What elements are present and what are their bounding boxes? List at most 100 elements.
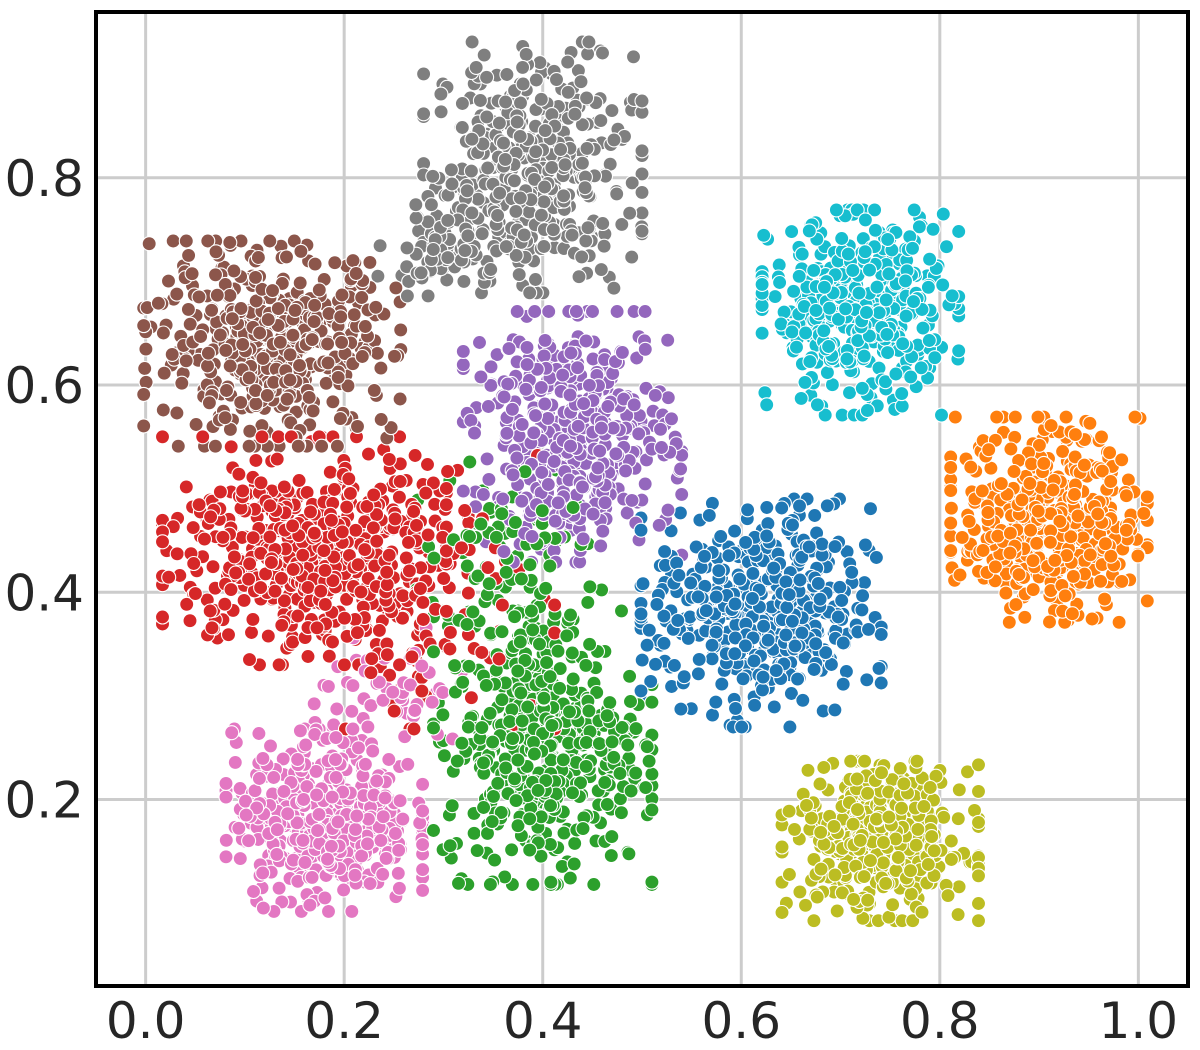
data-point bbox=[305, 403, 321, 419]
data-point bbox=[455, 343, 471, 359]
data-point bbox=[625, 49, 642, 65]
data-point bbox=[704, 651, 720, 667]
data-point bbox=[223, 582, 239, 598]
data-point bbox=[1031, 437, 1047, 453]
data-point bbox=[138, 341, 154, 357]
data-point bbox=[517, 652, 533, 669]
data-point bbox=[774, 500, 790, 516]
data-point bbox=[504, 842, 520, 858]
data-point bbox=[1118, 488, 1134, 504]
data-point bbox=[433, 104, 449, 120]
data-point bbox=[393, 322, 409, 338]
data-point bbox=[1007, 409, 1023, 425]
data-point bbox=[456, 273, 472, 289]
data-point bbox=[243, 624, 260, 641]
data-point bbox=[383, 420, 399, 436]
data-point bbox=[222, 234, 238, 251]
data-point bbox=[494, 692, 510, 708]
data-point bbox=[266, 769, 282, 786]
data-point bbox=[392, 391, 408, 407]
data-point bbox=[320, 336, 336, 352]
data-point bbox=[943, 500, 959, 516]
data-point bbox=[408, 517, 425, 533]
data-point bbox=[843, 753, 859, 769]
data-point bbox=[759, 528, 775, 544]
data-point bbox=[1111, 614, 1127, 630]
data-point bbox=[826, 818, 842, 834]
data-point bbox=[321, 648, 337, 664]
data-point bbox=[164, 346, 180, 362]
data-point bbox=[222, 287, 238, 304]
data-point bbox=[366, 487, 382, 503]
data-point bbox=[390, 865, 406, 881]
data-point bbox=[553, 141, 569, 158]
data-point bbox=[327, 752, 344, 768]
data-point bbox=[827, 702, 843, 718]
data-point bbox=[837, 301, 854, 317]
data-point bbox=[136, 418, 152, 434]
data-point bbox=[871, 305, 887, 321]
data-point bbox=[580, 594, 596, 610]
data-point bbox=[483, 359, 499, 375]
data-point bbox=[873, 626, 889, 643]
data-point bbox=[279, 391, 295, 407]
data-point bbox=[817, 407, 833, 423]
data-point bbox=[852, 832, 868, 848]
x-tick-label: 0.2 bbox=[304, 992, 384, 1050]
data-point bbox=[599, 796, 615, 813]
data-point bbox=[359, 498, 375, 514]
data-point bbox=[336, 610, 353, 626]
data-point bbox=[423, 197, 439, 213]
data-point bbox=[1093, 429, 1110, 445]
data-point bbox=[816, 323, 832, 339]
data-point bbox=[516, 227, 532, 243]
data-point bbox=[539, 655, 555, 671]
data-point bbox=[400, 756, 416, 772]
data-point bbox=[200, 345, 216, 361]
data-point bbox=[871, 660, 887, 676]
data-point bbox=[711, 563, 727, 579]
data-point bbox=[904, 240, 921, 256]
data-point bbox=[1070, 508, 1086, 524]
data-point bbox=[438, 480, 454, 497]
data-point bbox=[379, 577, 395, 593]
data-point bbox=[639, 637, 655, 653]
data-point bbox=[834, 885, 850, 901]
data-point bbox=[547, 513, 563, 529]
data-point bbox=[218, 382, 235, 399]
data-point bbox=[947, 409, 963, 425]
data-point bbox=[1030, 503, 1046, 519]
data-point bbox=[768, 663, 784, 679]
data-point bbox=[550, 643, 566, 659]
data-point bbox=[354, 848, 370, 864]
data-point bbox=[893, 800, 910, 816]
data-point bbox=[155, 325, 171, 341]
data-point bbox=[526, 746, 542, 762]
data-point bbox=[813, 824, 829, 840]
data-point bbox=[306, 696, 322, 712]
data-point bbox=[1057, 588, 1073, 604]
data-point bbox=[187, 586, 203, 602]
data-point bbox=[438, 543, 454, 559]
data-point bbox=[950, 811, 966, 827]
data-point bbox=[890, 849, 906, 866]
data-point bbox=[391, 880, 407, 896]
data-point bbox=[455, 357, 471, 373]
x-tick-label: 0.0 bbox=[106, 992, 186, 1050]
data-point bbox=[809, 889, 825, 905]
data-point bbox=[671, 567, 687, 583]
data-point bbox=[473, 516, 489, 532]
data-point bbox=[943, 459, 959, 475]
data-point bbox=[399, 240, 415, 256]
data-point bbox=[334, 524, 350, 540]
data-point bbox=[639, 739, 655, 755]
data-point bbox=[375, 809, 391, 825]
data-point bbox=[574, 155, 590, 171]
data-point bbox=[203, 509, 219, 525]
data-point bbox=[499, 425, 515, 441]
data-point bbox=[608, 446, 624, 462]
data-point bbox=[381, 451, 397, 467]
data-point bbox=[464, 34, 480, 50]
data-point bbox=[320, 903, 337, 919]
data-point bbox=[500, 376, 516, 392]
